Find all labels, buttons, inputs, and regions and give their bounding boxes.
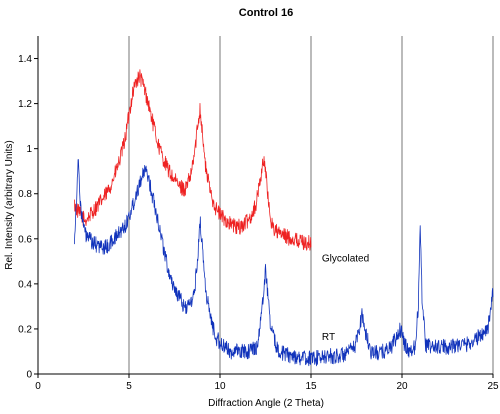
y-tick-label-2: 0.4 (18, 279, 32, 290)
series-line-0 (74, 69, 312, 251)
y-tick-label-7: 1.4 (18, 54, 32, 65)
x-tick-label-3: 15 (305, 381, 317, 392)
axes (37, 36, 493, 375)
y-ticks: 0 0.2 0.4 0.6 0.8 1 1.2 1.4 (18, 54, 38, 381)
y-tick-label-5: 1 (26, 144, 32, 155)
x-tick-label-2: 10 (214, 381, 226, 392)
x-tick-label-0: 0 (35, 381, 41, 392)
x-ticks: 0 5 10 15 20 25 (35, 374, 499, 392)
annotation-1: RT (322, 332, 335, 343)
x-tick-label-4: 20 (396, 381, 408, 392)
x-tick-label-5: 25 (487, 381, 499, 392)
y-tick-label-3: 0.6 (18, 234, 32, 245)
annotations: Glycolated RT (322, 253, 369, 343)
y-tick-label-4: 0.8 (18, 189, 32, 200)
grid-lines (128, 36, 494, 374)
x-tick-label-1: 5 (126, 381, 132, 392)
y-tick-label-1: 0.2 (18, 324, 32, 335)
chart-title: Control 16 (239, 7, 293, 19)
y-axis-label: Rel. Intensity (arbitrary Units) (4, 140, 15, 269)
annotation-0: Glycolated (322, 253, 369, 264)
y-tick-label-0: 0 (26, 370, 32, 381)
series-line-1 (74, 159, 494, 367)
x-axis-label: Diffraction Angle (2 Theta) (208, 398, 324, 409)
y-tick-label-6: 1.2 (18, 99, 32, 110)
series-layer (74, 69, 494, 367)
